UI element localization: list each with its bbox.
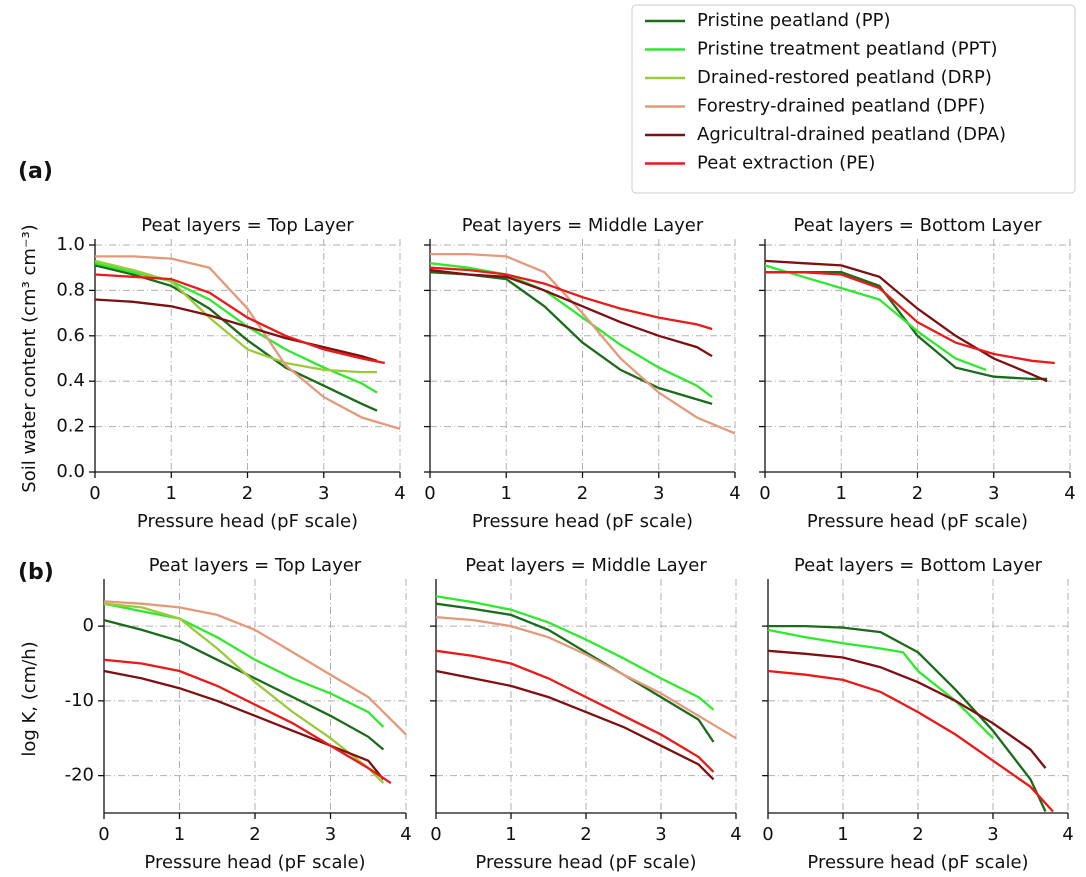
x-tick-label: 2: [580, 824, 591, 845]
panel-title: Peat layers = Top Layer: [141, 215, 354, 236]
x-tick-label: 1: [837, 824, 848, 845]
y-tick-label: -10: [65, 690, 94, 711]
y-axis-label: Soil water content (cm³ cm⁻³): [19, 224, 40, 492]
x-tick-label: 4: [1064, 483, 1075, 504]
x-tick-label: 2: [912, 483, 923, 504]
x-tick-label: 1: [166, 483, 177, 504]
x-tick-label: 2: [242, 483, 253, 504]
panel-title: Peat layers = Middle Layer: [462, 215, 704, 236]
x-tick-label: 0: [430, 824, 441, 845]
series-line: [103, 600, 407, 736]
legend-box: [631, 4, 1076, 194]
series-line: [94, 262, 378, 394]
series-line: [435, 602, 715, 743]
x-axis-label: Pressure head (pF scale): [807, 511, 1028, 532]
series-line: [94, 273, 386, 365]
legend-label: Drained-restored peatland (DRP): [697, 67, 992, 88]
panel-title: Peat layers = Bottom Layer: [793, 215, 1042, 236]
panel-label: (a): [18, 159, 53, 184]
x-tick-label: 3: [988, 483, 999, 504]
series-line: [764, 259, 1048, 383]
series-line: [435, 615, 737, 740]
x-tick-label: 4: [394, 483, 405, 504]
series-line: [435, 669, 715, 781]
series-line: [429, 262, 713, 399]
x-axis-label: Pressure head (pF scale): [137, 511, 358, 532]
x-tick-label: 0: [424, 483, 435, 504]
series-line: [429, 266, 713, 331]
y-tick-label: 0.8: [56, 279, 85, 300]
x-tick-label: 3: [653, 483, 664, 504]
panel-label: (b): [18, 560, 54, 585]
series-line: [103, 618, 385, 751]
panel-title: Peat layers = Middle Layer: [465, 555, 707, 576]
y-tick-label: 0.0: [56, 461, 85, 482]
x-tick-label: 3: [987, 824, 998, 845]
legend-label: Forestry-drained peatland (DPF): [697, 96, 985, 117]
x-tick-label: 2: [912, 824, 923, 845]
series-line: [435, 649, 715, 773]
series-line: [767, 669, 1054, 813]
x-tick-label: 2: [577, 483, 588, 504]
x-tick-label: 3: [318, 483, 329, 504]
panel-title: Peat layers = Top Layer: [149, 555, 362, 576]
series-line: [94, 298, 378, 362]
series-line: [103, 602, 385, 784]
series-line: [767, 649, 1047, 769]
x-tick-label: 3: [655, 824, 666, 845]
y-tick-label: 0.2: [56, 416, 85, 437]
x-tick-label: 0: [89, 483, 100, 504]
legend-label: Agricultral-drained peatland (DPA): [697, 124, 1006, 145]
x-tick-label: 0: [762, 824, 773, 845]
series-line: [103, 669, 385, 781]
series-line: [768, 624, 1047, 812]
series-line: [429, 268, 713, 358]
x-axis-label: Pressure head (pF scale): [475, 852, 696, 873]
series-line: [95, 255, 401, 431]
legend-label: Peat extraction (PE): [697, 153, 875, 174]
x-tick-label: 1: [836, 483, 847, 504]
y-axis-label: log K, (cm/h): [19, 641, 40, 756]
x-axis-label: Pressure head (pF scale): [144, 852, 365, 873]
x-tick-label: 4: [1062, 824, 1073, 845]
y-tick-label: 0: [83, 615, 94, 636]
panel-title: Peat layers = Bottom Layer: [794, 555, 1043, 576]
x-tick-label: 1: [174, 824, 185, 845]
series-line: [767, 628, 994, 740]
x-tick-label: 2: [249, 824, 260, 845]
series-line: [103, 658, 392, 785]
series-line: [94, 264, 378, 412]
x-tick-label: 4: [729, 483, 740, 504]
y-tick-label: 0.6: [56, 325, 85, 346]
y-tick-label: 1.0: [56, 234, 85, 255]
y-tick-label: 0.4: [56, 370, 85, 391]
series-line: [103, 602, 385, 728]
x-tick-label: 3: [325, 824, 336, 845]
legend-label: Pristine treatment peatland (PPT): [697, 39, 998, 60]
series-line: [435, 595, 715, 711]
x-tick-label: 4: [400, 824, 411, 845]
x-tick-label: 0: [759, 483, 770, 504]
x-tick-label: 1: [505, 824, 516, 845]
series-line: [765, 271, 1055, 365]
x-tick-label: 4: [730, 824, 741, 845]
series-line: [94, 259, 378, 374]
x-tick-label: 1: [501, 483, 512, 504]
series-line: [764, 264, 987, 371]
y-tick-label: -20: [65, 765, 94, 786]
x-axis-label: Pressure head (pF scale): [807, 852, 1028, 873]
legend-label: Pristine peatland (PP): [697, 10, 891, 31]
x-axis-label: Pressure head (pF scale): [472, 511, 693, 532]
series-line: [430, 252, 736, 435]
x-tick-label: 0: [98, 824, 109, 845]
